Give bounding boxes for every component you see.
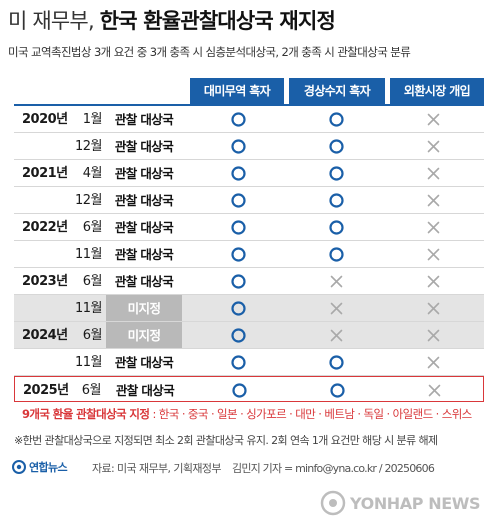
circle-mark-icon [329, 139, 344, 154]
page-title: 미 재무부, 한국 환율관찰대상국 재지정 [8, 6, 336, 36]
cross-mark-icon [426, 355, 441, 370]
cross-mark-icon [426, 328, 441, 343]
circle-mark-icon [231, 193, 246, 208]
circle-mark-icon [231, 220, 246, 235]
row-month: 6월 [82, 220, 103, 235]
circle-mark-icon [329, 220, 344, 235]
row-month: 11월 [74, 355, 103, 370]
column-header-current-account: 경상수지 흑자 [289, 78, 385, 104]
title-main: 한국 환율관찰대상국 재지정 [99, 9, 336, 33]
cross-mark-icon [426, 193, 441, 208]
subtitle: 미국 교역촉진법상 3개 요건 중 3개 충족 시 심층분석대상국, 2개 충족… [8, 45, 411, 59]
row-status: 관찰 대상국 [114, 139, 174, 154]
row-month: 6월 [81, 383, 102, 398]
yonhap-watermark-icon [320, 490, 346, 516]
circle-mark-icon [329, 166, 344, 181]
cross-mark-icon [426, 274, 441, 289]
table-row: 12월 관찰 대상국 [14, 187, 484, 214]
yonhap-logo-icon [12, 460, 26, 474]
reporter-credit: 김민지 기자 = minfo@yna.co.kr / 20250606 [232, 462, 435, 475]
cross-mark-icon [427, 383, 442, 398]
row-status: 관찰 대상국 [115, 383, 175, 398]
cross-mark-icon [426, 166, 441, 181]
designation-table: 2020년 1월 관찰 대상국 12월 관찰 대상국 2021년 4월 관찰 대상국 12월 관찰… [14, 106, 484, 402]
circle-mark-icon [329, 112, 344, 127]
table-row: 2022년 6월 관찰 대상국 [14, 214, 484, 241]
table-row: 2020년 1월 관찰 대상국 [14, 106, 484, 133]
table-row: 2024년 6월 미지정 [14, 322, 484, 349]
row-status: 관찰 대상국 [114, 355, 174, 370]
table-row: 2023년 6월 관찰 대상국 [14, 268, 484, 295]
row-month: 1월 [82, 112, 103, 127]
table-row: 11월 미지정 [14, 295, 484, 322]
table-row: 2021년 4월 관찰 대상국 [14, 160, 484, 187]
row-status: 관찰 대상국 [114, 112, 174, 127]
table-row: 2025년 6월 관찰 대상국 [14, 376, 484, 402]
row-status: 관찰 대상국 [114, 193, 174, 208]
yonhap-logo: 연합뉴스 [12, 458, 68, 476]
row-year: 2023년 [22, 274, 68, 289]
row-status: 미지정 [106, 295, 182, 321]
circle-mark-icon [231, 328, 246, 343]
circle-mark-icon [231, 274, 246, 289]
row-status: 관찰 대상국 [114, 274, 174, 289]
row-status: 관찰 대상국 [114, 220, 174, 235]
row-status: 관찰 대상국 [114, 247, 174, 262]
circle-mark-icon [231, 355, 246, 370]
circle-mark-icon [231, 139, 246, 154]
table-row: 11월 관찰 대상국 [14, 241, 484, 268]
countries-title: 9개국 환율 관찰대상국 지정 [22, 407, 150, 421]
logo-text: 연합뉴스 [29, 461, 68, 474]
row-month: 11월 [74, 301, 103, 316]
header-divider [14, 104, 484, 106]
row-year: 2025년 [23, 383, 69, 398]
cross-mark-icon [329, 274, 344, 289]
circle-mark-icon [231, 301, 246, 316]
cross-mark-icon [329, 301, 344, 316]
row-month: 6월 [82, 328, 103, 343]
cross-mark-icon [426, 301, 441, 316]
row-year: 2021년 [22, 166, 68, 181]
table-row: 11월 관찰 대상국 [14, 349, 484, 376]
row-status: 미지정 [106, 322, 182, 348]
table-row: 12월 관찰 대상국 [14, 133, 484, 160]
row-month: 11월 [74, 247, 103, 262]
column-headers: 대미무역 흑자 경상수지 흑자 외환시장 개입 [190, 78, 484, 104]
watermark: YONHAP NEWS [320, 488, 481, 518]
row-year: 2024년 [22, 328, 68, 343]
circle-mark-icon [329, 193, 344, 208]
row-month: 6월 [82, 274, 103, 289]
column-header-fx-intervention: 외환시장 개입 [390, 78, 484, 104]
designated-countries: 9개국 환율 관찰대상국 지정 : 한국 · 중국 · 일본 · 싱가포르 · … [22, 406, 472, 422]
cross-mark-icon [426, 247, 441, 262]
cross-mark-icon [329, 328, 344, 343]
row-year: 2022년 [22, 220, 68, 235]
row-status: 관찰 대상국 [114, 166, 174, 181]
circle-mark-icon [330, 383, 345, 398]
circle-mark-icon [232, 383, 247, 398]
footnote: ※한번 관찰대상국으로 지정되면 최소 2회 관찰대상국 유지. 2회 연속 1… [14, 434, 438, 447]
cross-mark-icon [426, 220, 441, 235]
circle-mark-icon [329, 247, 344, 262]
watermark-text: YONHAP NEWS [350, 493, 481, 513]
circle-mark-icon [329, 355, 344, 370]
column-header-trade-surplus: 대미무역 흑자 [190, 78, 284, 104]
countries-list: : 한국 · 중국 · 일본 · 싱가포르 · 대만 · 베트남 · 독일 · … [152, 407, 472, 421]
row-month: 12월 [74, 193, 103, 208]
cross-mark-icon [426, 139, 441, 154]
circle-mark-icon [231, 166, 246, 181]
row-month: 12월 [74, 139, 103, 154]
source-note: 자료: 미국 재무부, 기획재정부 [92, 462, 222, 475]
title-prefix: 미 재무부, [8, 9, 95, 33]
row-year: 2020년 [22, 112, 68, 127]
cross-mark-icon [426, 112, 441, 127]
row-month: 4월 [82, 166, 103, 181]
circle-mark-icon [231, 247, 246, 262]
circle-mark-icon [231, 112, 246, 127]
